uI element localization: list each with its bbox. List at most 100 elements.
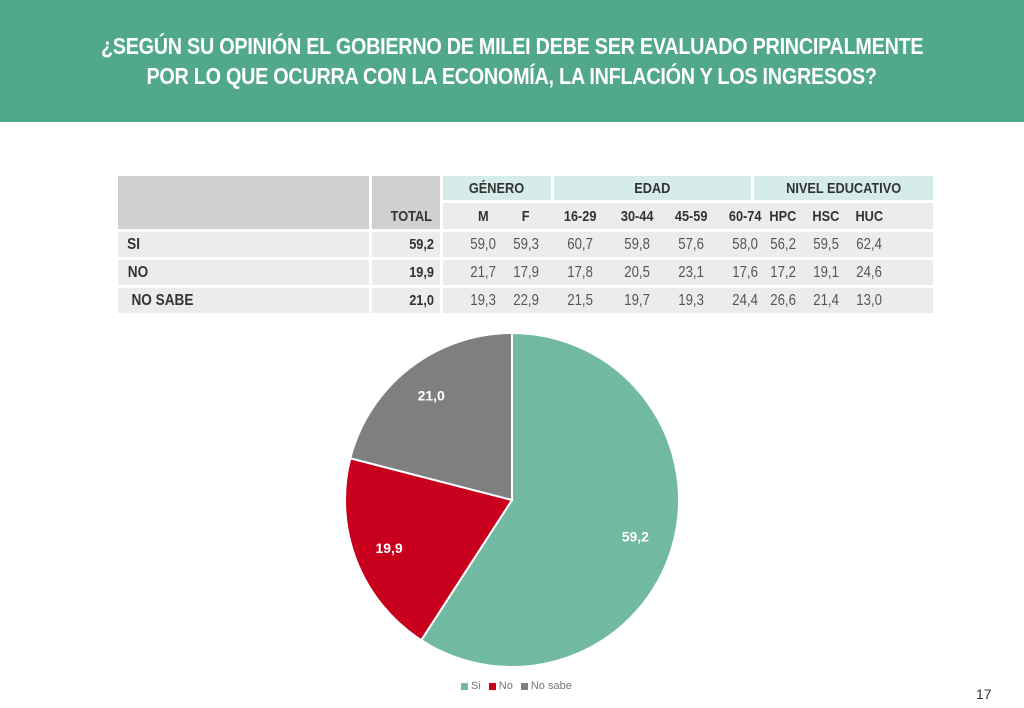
pie-label-si: 59,2 bbox=[622, 528, 649, 544]
row-total-bg-1 bbox=[372, 260, 440, 285]
table-cell-total: 59,2 bbox=[372, 232, 436, 257]
table-cell-huc-text: 13,0 bbox=[856, 291, 882, 309]
table-cell-45-59: 23,1 bbox=[668, 260, 714, 285]
column-header-f-text: F bbox=[522, 207, 530, 225]
table-cell-m: 21,7 bbox=[463, 260, 503, 285]
table-cell-30-44: 20,5 bbox=[614, 260, 660, 285]
legend-swatch-no-sabe bbox=[520, 682, 528, 690]
table-cell-hsc: 21,4 bbox=[806, 288, 846, 313]
pie-chart: 59,2 19,9 21,0 bbox=[330, 325, 690, 675]
group-header-edad-text: EDAD bbox=[634, 179, 671, 197]
table-cell-hsc-text: 19,1 bbox=[813, 263, 839, 281]
table-cell-huc-text: 24,6 bbox=[856, 263, 882, 281]
page-number: 17 bbox=[976, 686, 992, 702]
table-cell-16-29: 17,8 bbox=[558, 260, 602, 285]
row-values-bg-1 bbox=[443, 260, 933, 285]
table-cell-45-59: 57,6 bbox=[668, 232, 714, 257]
column-header-m: M bbox=[463, 203, 503, 229]
table-cell-hpc-text: 56,2 bbox=[770, 235, 796, 253]
column-header-30-44: 30-44 bbox=[614, 203, 660, 229]
column-header-30-44-text: 30-44 bbox=[620, 207, 654, 225]
header-total-bg bbox=[372, 176, 440, 229]
table-cell-16-29: 21,5 bbox=[558, 288, 602, 313]
table-cell-huc: 24,6 bbox=[849, 260, 889, 285]
table-cell-m-text: 21,7 bbox=[470, 263, 496, 281]
column-header-45-59-text: 45-59 bbox=[674, 207, 708, 225]
row-values-bg-2 bbox=[443, 288, 933, 313]
column-header-hsc: HSC bbox=[806, 203, 846, 229]
subheader-row-bg bbox=[443, 203, 933, 229]
row-label-0: SI bbox=[118, 232, 369, 257]
table-cell-30-44: 59,8 bbox=[614, 232, 660, 257]
table-cell-total: 19,9 bbox=[372, 260, 436, 285]
legend-item-no: No bbox=[488, 680, 513, 692]
group-header-edad: EDAD bbox=[554, 176, 751, 200]
table-cell-30-44-text: 59,8 bbox=[624, 235, 650, 253]
column-header-huc-text: HUC bbox=[855, 207, 883, 225]
table-cell-30-44-text: 19,7 bbox=[624, 291, 650, 309]
pie-label-no-sabe: 21,0 bbox=[418, 388, 445, 404]
table-cell-total: 21,0 bbox=[372, 288, 436, 313]
row-label-1-text: NO bbox=[127, 263, 149, 281]
table-cell-hsc: 19,1 bbox=[806, 260, 846, 285]
table-cell-60-74-text: 58,0 bbox=[732, 235, 758, 253]
table-cell-f: 59,3 bbox=[506, 232, 546, 257]
column-header-60-74-text: 60-74 bbox=[728, 207, 762, 225]
header-label-blank bbox=[118, 176, 369, 229]
column-header-huc: HUC bbox=[849, 203, 889, 229]
table-cell-hpc-text: 26,6 bbox=[770, 291, 796, 309]
row-total-bg-2 bbox=[372, 288, 440, 313]
group-header-nivel: NIVEL EDUCATIVO bbox=[754, 176, 933, 200]
group-header-nivel-text: NIVEL EDUCATIVO bbox=[785, 179, 901, 197]
table-cell-total-text: 59,2 bbox=[408, 236, 434, 253]
table-cell-m: 59,0 bbox=[463, 232, 503, 257]
row-label-2-text: NO SABE bbox=[131, 291, 194, 309]
legend-swatch-si bbox=[461, 682, 468, 690]
row-total-bg-0 bbox=[372, 232, 440, 257]
legend-item-si: Si bbox=[461, 680, 481, 692]
table-cell-hpc: 26,6 bbox=[763, 288, 803, 313]
pie-slice-no-sabe bbox=[349, 331, 513, 502]
column-header-f: F bbox=[506, 203, 546, 229]
table-cell-hsc-text: 59,5 bbox=[813, 235, 839, 253]
column-header-45-59: 45-59 bbox=[668, 203, 714, 229]
table-cell-hsc-text: 21,4 bbox=[813, 291, 839, 309]
group-header-genero: GÉNERO bbox=[443, 176, 551, 200]
row-label-2: NO SABE bbox=[118, 288, 369, 313]
legend-label-no: No bbox=[498, 680, 513, 692]
table-cell-f-text: 22,9 bbox=[513, 291, 539, 309]
table-cell-total-text: 19,9 bbox=[408, 264, 434, 281]
table-cell-hpc-text: 17,2 bbox=[770, 263, 796, 281]
table-cell-huc: 62,4 bbox=[849, 232, 889, 257]
title-line-2: POR LO QUE OCURRA CON LA ECONOMÍA, LA IN… bbox=[146, 63, 878, 89]
group-header-genero-text: GÉNERO bbox=[469, 179, 525, 197]
table-cell-60-74-text: 17,6 bbox=[732, 263, 758, 281]
legend-label-si: Si bbox=[471, 680, 481, 692]
table-cell-60-74: 17,6 bbox=[722, 260, 768, 285]
legend-item-no-sabe: No sabe bbox=[520, 680, 572, 692]
table-cell-60-74: 58,0 bbox=[722, 232, 768, 257]
column-header-hpc: HPC bbox=[763, 203, 803, 229]
legend-label-no-sabe: No sabe bbox=[530, 680, 572, 692]
column-header-hsc-text: HSC bbox=[812, 207, 840, 225]
table-cell-16-29: 60,7 bbox=[558, 232, 602, 257]
column-header-m-text: M bbox=[477, 207, 489, 225]
table-cell-m-text: 59,0 bbox=[470, 235, 496, 253]
table-cell-45-59-text: 23,1 bbox=[678, 263, 704, 281]
column-header-hpc-text: HPC bbox=[769, 207, 797, 225]
table-cell-m-text: 19,3 bbox=[470, 291, 496, 309]
table-cell-huc: 13,0 bbox=[849, 288, 889, 313]
table-cell-60-74-text: 24,4 bbox=[732, 291, 758, 309]
table-cell-f-text: 59,3 bbox=[513, 235, 539, 253]
chart-legend: Si No No sabe bbox=[461, 680, 572, 692]
table-cell-30-44-text: 20,5 bbox=[624, 263, 650, 281]
table-cell-45-59-text: 19,3 bbox=[678, 291, 704, 309]
title-banner: ¿SEGÚN SU OPINIÓN EL GOBIERNO DE MILEI D… bbox=[0, 0, 1024, 122]
column-header-total: TOTAL bbox=[372, 203, 436, 229]
column-header-total-text: TOTAL bbox=[391, 207, 433, 225]
table-cell-hpc: 56,2 bbox=[763, 232, 803, 257]
pie-slice-no bbox=[344, 457, 514, 642]
pie-slice-si bbox=[419, 331, 680, 668]
table-cell-16-29-text: 17,8 bbox=[567, 263, 593, 281]
row-label-1: NO bbox=[118, 260, 369, 285]
